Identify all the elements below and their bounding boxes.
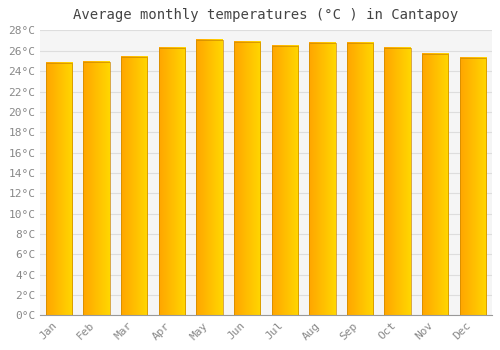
Bar [347,43,373,315]
Title: Average monthly temperatures (°C ) in Cantapoy: Average monthly temperatures (°C ) in Ca… [74,8,458,22]
Bar [234,42,260,315]
Bar [46,63,72,315]
Bar [272,46,298,315]
Bar [84,62,110,315]
Bar [121,57,148,315]
Bar [158,48,185,315]
Bar [384,48,411,315]
Bar [460,58,486,315]
Bar [422,54,448,315]
Bar [309,43,336,315]
Bar [196,40,222,315]
